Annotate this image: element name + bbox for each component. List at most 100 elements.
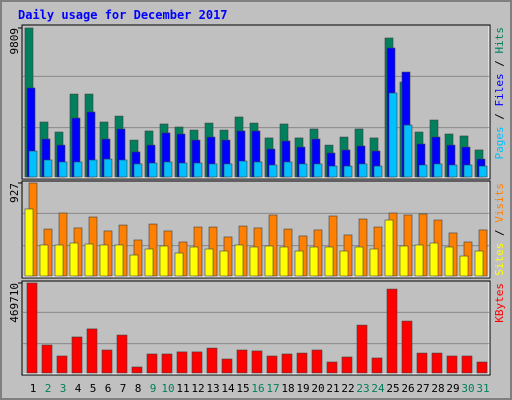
bar (26, 282, 38, 374)
chart-title: Daily usage for December 2017 (18, 8, 228, 22)
bar (54, 244, 64, 277)
bar (354, 246, 364, 277)
x-tick-label: 9 (150, 382, 157, 395)
bar (388, 92, 398, 178)
x-tick-label: 10 (161, 382, 174, 395)
bar (129, 254, 139, 277)
x-tick-label: 3 (60, 382, 67, 395)
bar (444, 246, 454, 277)
legend-entry: KBytes (493, 283, 506, 323)
bar (24, 208, 34, 277)
x-tick-label: 20 (311, 382, 324, 395)
bar (189, 246, 199, 277)
x-tick-label: 29 (446, 382, 459, 395)
bar (204, 248, 214, 277)
bar (356, 324, 368, 374)
bar (41, 344, 53, 374)
bar (373, 165, 383, 178)
bar (86, 328, 98, 374)
x-tick-label: 6 (105, 382, 112, 395)
x-tick-label: 15 (236, 382, 249, 395)
legend-entry: Hits (493, 27, 506, 54)
bar (298, 163, 308, 178)
bar (116, 334, 128, 374)
bar (296, 352, 308, 374)
bar (118, 159, 128, 178)
x-tick-label: 31 (476, 382, 489, 395)
bar (414, 244, 424, 277)
bar (459, 255, 469, 277)
x-tick-label: 11 (176, 382, 189, 395)
legend-entry: Sites (493, 243, 506, 276)
bar (369, 248, 379, 277)
bar (133, 163, 143, 178)
bar (339, 250, 349, 277)
bar (69, 242, 79, 277)
bar (401, 320, 413, 374)
bar (343, 165, 353, 178)
bar (99, 244, 109, 277)
x-tick-label: 12 (191, 382, 204, 395)
legend: Sites / Visits (493, 183, 506, 276)
x-tick-label: 5 (90, 382, 97, 395)
bar (71, 336, 83, 374)
legend: KBytes (493, 283, 506, 323)
legend-separator: / (493, 54, 506, 74)
bar (476, 361, 488, 374)
bar (193, 162, 203, 178)
x-tick-label: 30 (461, 382, 474, 395)
bar (418, 164, 428, 178)
bar (463, 164, 473, 178)
bar (283, 161, 293, 178)
legend-entry: Pages (493, 126, 506, 159)
bar (384, 219, 394, 277)
bar (386, 288, 398, 374)
bar (324, 246, 334, 277)
legend-separator: / (493, 223, 506, 243)
bar (159, 245, 169, 277)
bar (266, 355, 278, 374)
bar (131, 366, 143, 374)
bar (206, 347, 218, 374)
x-tick-label: 22 (341, 382, 354, 395)
bar (358, 163, 368, 178)
bar (219, 250, 229, 277)
bar (448, 164, 458, 178)
x-tick-label: 2 (45, 382, 52, 395)
bar (341, 356, 353, 374)
bar (264, 245, 274, 277)
x-tick-label: 23 (356, 382, 369, 395)
x-tick-label: 21 (326, 382, 339, 395)
bar (176, 351, 188, 374)
legend-entry: Files (493, 73, 506, 106)
bar (221, 358, 233, 374)
bar (433, 163, 443, 178)
bar (144, 248, 154, 277)
bar (474, 250, 484, 277)
bar (268, 164, 278, 178)
x-tick-label: 17 (266, 382, 279, 395)
x-tick-label: 16 (251, 382, 264, 395)
x-tick-label: 4 (75, 382, 82, 395)
bar (313, 163, 323, 178)
bar (223, 163, 233, 178)
bar (371, 357, 383, 374)
bar (43, 159, 53, 178)
bar (403, 124, 413, 178)
y-tick-label: 9809 (8, 28, 21, 55)
x-tick-label: 18 (281, 382, 294, 395)
bar (416, 352, 428, 374)
bar (208, 163, 218, 178)
bar (103, 158, 113, 178)
bar (431, 352, 443, 374)
bar (281, 353, 293, 374)
y-tick-label: 469710 (8, 283, 21, 323)
x-tick-label: 1 (30, 382, 37, 395)
bar (174, 252, 184, 277)
bar (279, 246, 289, 277)
bar (326, 361, 338, 374)
x-tick-label: 8 (135, 382, 142, 395)
x-tick-label: 24 (371, 382, 385, 395)
bar (146, 353, 158, 374)
